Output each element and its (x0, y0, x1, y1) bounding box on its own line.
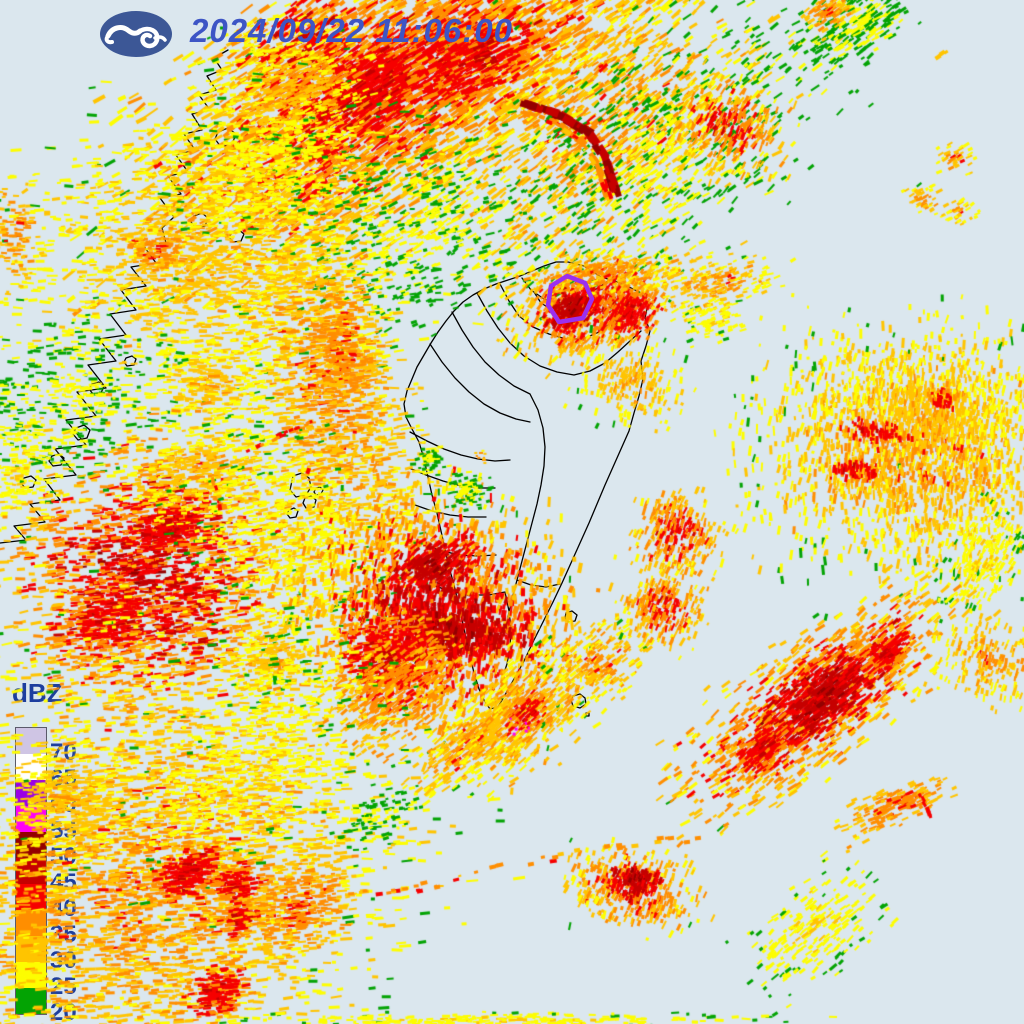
warning-area-polygon (545, 273, 595, 325)
timestamp: 2024/09/22 11:06:00 (190, 12, 513, 49)
cwa-cloud-logo-icon (100, 11, 172, 57)
